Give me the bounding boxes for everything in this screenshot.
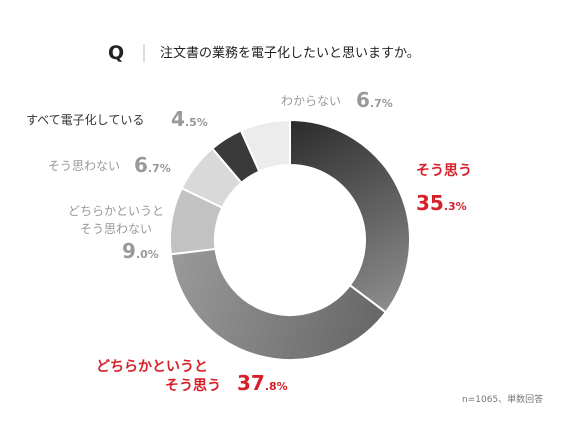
donut-slice-0: [289, 118, 411, 314]
value-subete-dec: .5%: [185, 116, 208, 129]
value-dochira-neg: 9.0%: [122, 239, 159, 263]
value-soumou-dec: .3%: [444, 200, 467, 213]
value-dochira-dec: .8%: [265, 380, 288, 393]
value-soumou: 35.3%: [416, 191, 467, 215]
question-title: 注文書の業務を電子化したいと思いますか。: [160, 45, 420, 61]
donut-slice-5: [239, 118, 291, 173]
value-wakaranai: 6.7%: [356, 88, 393, 112]
value-subete: 4.5%: [171, 107, 208, 131]
label-dochira-line1: どちらかというと: [96, 359, 208, 375]
value-soumowanai-int: 6: [134, 153, 148, 177]
label-dochira-line2: そう思う: [165, 378, 221, 394]
value-soumowanai-dec: .7%: [148, 162, 171, 175]
label-dochira-neg-line1: どちらかというと: [68, 204, 164, 218]
label-subete: すべて電子化している: [26, 113, 144, 127]
value-dochira-neg-int: 9: [122, 239, 136, 263]
value-dochira-neg-dec: .0%: [136, 248, 159, 261]
label-soumowanai: そう思わない: [48, 159, 120, 173]
value-soumowanai: 6.7%: [134, 153, 171, 177]
donut-slices: [169, 118, 411, 361]
label-soumou: そう思う: [416, 163, 472, 179]
label-dochira-neg-line2: そう思わない: [80, 222, 152, 236]
sample-note: n=1065、単数回答: [462, 393, 543, 405]
value-wakaranai-dec: .7%: [370, 97, 393, 110]
value-dochira-int: 37: [237, 371, 265, 395]
donut-slice-1: [169, 247, 388, 361]
value-subete-int: 4: [171, 107, 185, 131]
label-wakaranai: わからない: [281, 94, 341, 108]
value-dochira: 37.8%: [237, 371, 288, 395]
value-wakaranai-int: 6: [356, 88, 370, 112]
q-mark: Q: [108, 42, 124, 64]
value-soumou-int: 35: [416, 191, 444, 215]
